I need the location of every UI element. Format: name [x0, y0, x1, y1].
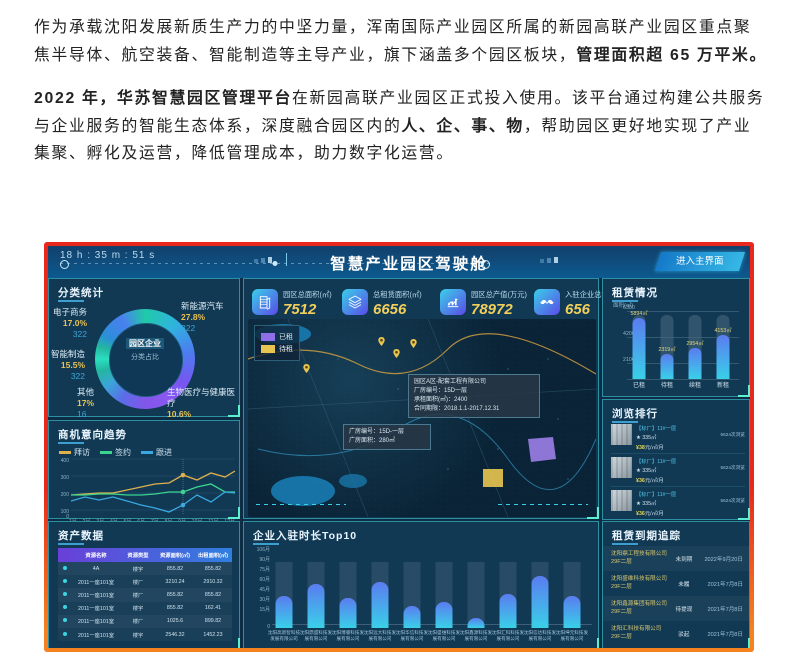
- svg-text:400: 400: [61, 458, 70, 464]
- svg-text:200: 200: [61, 492, 70, 498]
- svg-text:300: 300: [61, 475, 70, 481]
